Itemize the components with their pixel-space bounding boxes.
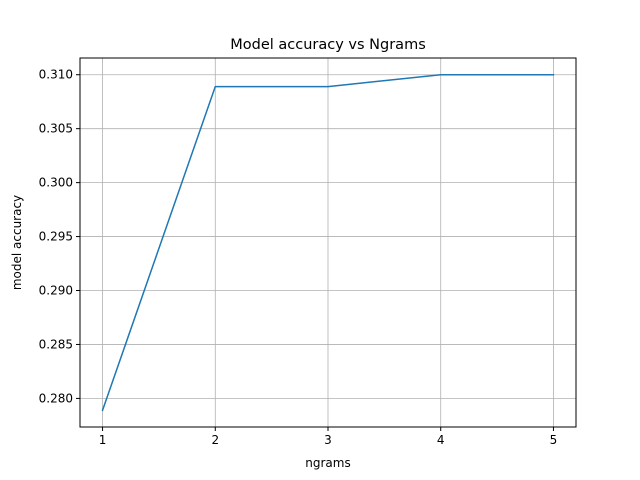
y-tick-label: 0.280 (39, 391, 73, 405)
y-tick-label: 0.310 (39, 68, 73, 82)
x-tick-label: 2 (211, 433, 219, 447)
y-tick-label: 0.290 (39, 284, 73, 298)
y-tick-label: 0.295 (39, 230, 73, 244)
chart-title: Model accuracy vs Ngrams (230, 37, 426, 53)
y-tick-label: 0.305 (39, 122, 73, 136)
series-line (101, 73, 555, 412)
y-tick-label: 0.285 (39, 337, 73, 351)
y-axis-label: model accuracy (10, 195, 24, 290)
ticks: 1 2 3 4 5 0.280 0.285 0.290 0.295 0.300 0.305 0.310 (39, 68, 558, 447)
y-tick-label: 0.300 (39, 176, 73, 190)
series-layer (101, 73, 555, 412)
x-axis-label: ngrams (305, 456, 350, 470)
grid (80, 58, 576, 427)
x-tick-label: 1 (99, 433, 107, 447)
x-tick-label: 3 (324, 433, 332, 447)
x-tick-label: 4 (437, 433, 445, 447)
x-tick-label: 5 (550, 433, 558, 447)
